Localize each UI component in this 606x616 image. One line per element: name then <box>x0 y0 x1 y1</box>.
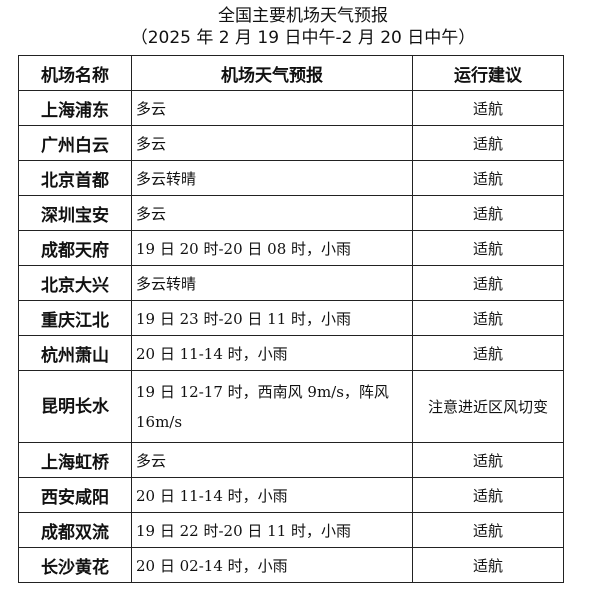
airport-name: 重庆江北 <box>18 300 132 336</box>
advice-cell: 适航 <box>412 90 564 126</box>
forecast-cell: 多云 <box>131 125 413 161</box>
airport-name: 西安咸阳 <box>18 477 132 513</box>
subtitle: （2025 年 2 月 19 日中午-2 月 20 日中午） <box>130 28 476 48</box>
advice-cell: 适航 <box>412 335 564 371</box>
table-row: 上海虹桥 多云 适航 <box>18 442 564 478</box>
table-row: 上海浦东 多云 适航 <box>18 90 564 126</box>
airport-name: 成都天府 <box>18 230 132 266</box>
table-row: 成都天府 19 日 20 时-20 日 08 时，小雨 适航 <box>18 230 564 266</box>
forecast-cell: 19 日 12-17 时，西南风 9m/s，阵风 16m/s <box>131 370 413 443</box>
advice-cell: 适航 <box>412 300 564 336</box>
table-row: 重庆江北 19 日 23 时-20 日 11 时，小雨 适航 <box>18 300 564 336</box>
header-airport: 机场名称 <box>18 55 132 91</box>
forecast-cell: 20 日 11-14 时，小雨 <box>131 335 413 371</box>
advice-cell: 适航 <box>412 160 564 196</box>
table-row: 西安咸阳 20 日 11-14 时，小雨 适航 <box>18 477 564 513</box>
forecast-cell: 多云转晴 <box>131 265 413 301</box>
header-forecast: 机场天气预报 <box>131 55 413 91</box>
advice-cell: 适航 <box>412 195 564 231</box>
header-advice: 运行建议 <box>412 55 564 91</box>
advice-cell: 注意进近区风切变 <box>412 370 564 443</box>
table-row: 成都双流 19 日 22 时-20 日 11 时，小雨 适航 <box>18 512 564 548</box>
airport-name: 北京大兴 <box>18 265 132 301</box>
advice-cell: 适航 <box>412 442 564 478</box>
airport-name: 成都双流 <box>18 512 132 548</box>
table-row: 北京大兴 多云转晴 适航 <box>18 265 564 301</box>
table-row: 广州白云 多云 适航 <box>18 125 564 161</box>
forecast-cell: 19 日 23 时-20 日 11 时，小雨 <box>131 300 413 336</box>
airport-name: 上海虹桥 <box>18 442 132 478</box>
airport-name: 北京首都 <box>18 160 132 196</box>
advice-cell: 适航 <box>412 512 564 548</box>
advice-cell: 适航 <box>412 125 564 161</box>
forecast-table: 机场名称 机场天气预报 运行建议 上海浦东 多云 适航 广州白云 多云 适航 北京首都 多云转… <box>18 55 564 583</box>
airport-name: 杭州萧山 <box>18 335 132 371</box>
airport-name: 深圳宝安 <box>18 195 132 231</box>
forecast-cell: 19 日 22 时-20 日 11 时，小雨 <box>131 512 413 548</box>
advice-cell: 适航 <box>412 230 564 266</box>
airport-name: 上海浦东 <box>18 90 132 126</box>
title: 全国主要机场天气预报 <box>218 6 388 26</box>
airport-name: 昆明长水 <box>18 370 132 443</box>
document-title: 全国主要机场天气预报 （2025 年 2 月 19 日中午-2 月 20 日中午… <box>0 0 606 49</box>
forecast-cell: 多云 <box>131 195 413 231</box>
table-row: 北京首都 多云转晴 适航 <box>18 160 564 196</box>
advice-cell: 适航 <box>412 477 564 513</box>
forecast-cell: 多云转晴 <box>131 160 413 196</box>
header-row: 机场名称 机场天气预报 运行建议 <box>18 55 564 91</box>
airport-name: 广州白云 <box>18 125 132 161</box>
advice-cell: 适航 <box>412 547 564 583</box>
forecast-cell: 20 日 11-14 时，小雨 <box>131 477 413 513</box>
advice-cell: 适航 <box>412 265 564 301</box>
forecast-cell: 多云 <box>131 90 413 126</box>
forecast-cell: 多云 <box>131 442 413 478</box>
table-row: 昆明长水 19 日 12-17 时，西南风 9m/s，阵风 16m/s 注意进近区风… <box>18 370 564 443</box>
table-row: 长沙黄花 20 日 02-14 时，小雨 适航 <box>18 547 564 583</box>
table-row: 杭州萧山 20 日 11-14 时，小雨 适航 <box>18 335 564 371</box>
table-row: 深圳宝安 多云 适航 <box>18 195 564 231</box>
airport-name: 长沙黄花 <box>18 547 132 583</box>
forecast-cell: 19 日 20 时-20 日 08 时，小雨 <box>131 230 413 266</box>
forecast-cell: 20 日 02-14 时，小雨 <box>131 547 413 583</box>
